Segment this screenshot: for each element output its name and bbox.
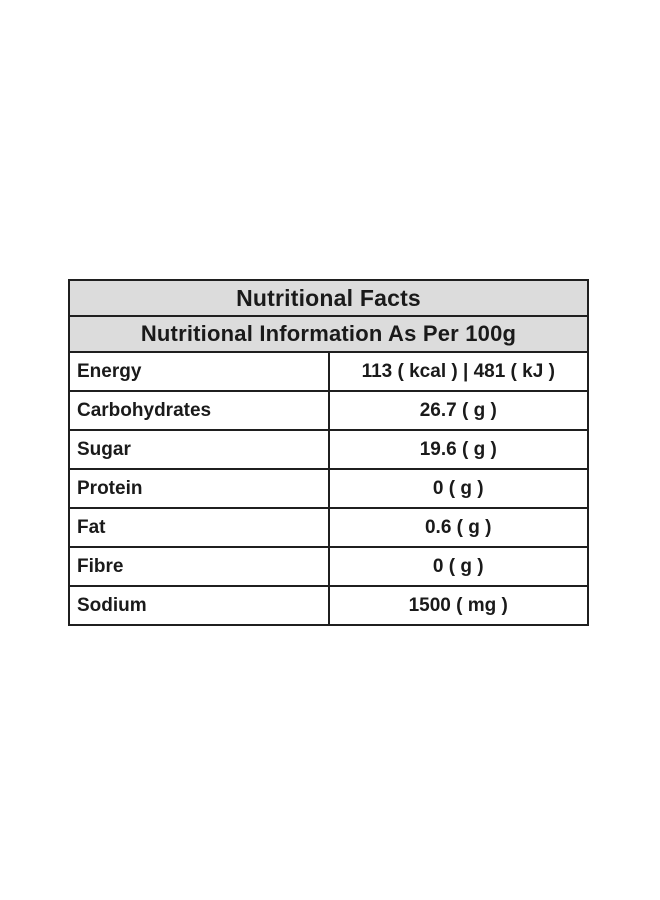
nutrient-label: Carbohydrates <box>68 390 330 431</box>
table-subtitle-row: Nutritional Information As Per 100g <box>68 315 589 353</box>
nutrient-label: Fibre <box>68 546 330 587</box>
nutrient-value: 26.7 ( g ) <box>327 390 589 431</box>
table-title-row: Nutritional Facts <box>68 279 589 317</box>
nutrient-label: Protein <box>68 468 330 509</box>
table-row: Fat 0.6 ( g ) <box>68 507 589 548</box>
table-row: Sugar 19.6 ( g ) <box>68 429 589 470</box>
table-subtitle: Nutritional Information As Per 100g <box>68 315 589 353</box>
nutrient-label: Energy <box>68 351 330 392</box>
nutrient-value: 0 ( g ) <box>327 546 589 587</box>
table-title: Nutritional Facts <box>68 279 589 317</box>
nutrient-value: 0 ( g ) <box>327 468 589 509</box>
table-row: Fibre 0 ( g ) <box>68 546 589 587</box>
table-row: Energy 113 ( kcal ) | 481 ( kJ ) <box>68 351 589 392</box>
nutrient-value: 1500 ( mg ) <box>327 585 589 626</box>
nutrient-value: 113 ( kcal ) | 481 ( kJ ) <box>327 351 589 392</box>
nutrient-label: Fat <box>68 507 330 548</box>
nutrient-value: 19.6 ( g ) <box>327 429 589 470</box>
nutrient-value: 0.6 ( g ) <box>327 507 589 548</box>
nutrient-label: Sodium <box>68 585 330 626</box>
nutrition-facts-table: Nutritional Facts Nutritional Informatio… <box>68 279 589 626</box>
nutrient-label: Sugar <box>68 429 330 470</box>
table-row: Protein 0 ( g ) <box>68 468 589 509</box>
table-row: Carbohydrates 26.7 ( g ) <box>68 390 589 431</box>
table-row: Sodium 1500 ( mg ) <box>68 585 589 626</box>
